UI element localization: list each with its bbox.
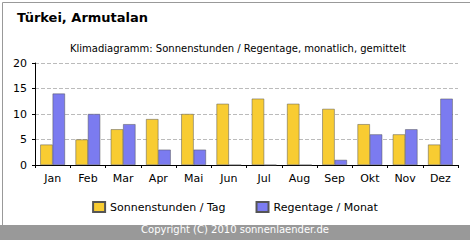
svg-text:Okt: Okt	[360, 172, 380, 185]
svg-text:Aug: Aug	[289, 172, 310, 185]
svg-text:5: 5	[20, 133, 27, 146]
svg-text:Regentage / Monat: Regentage / Monat	[274, 201, 379, 214]
svg-text:Sonnenstunden / Tag: Sonnenstunden / Tag	[110, 201, 225, 214]
svg-text:Jun: Jun	[219, 172, 237, 185]
svg-text:Sep: Sep	[324, 172, 345, 185]
svg-text:0: 0	[20, 159, 27, 172]
svg-text:20: 20	[13, 57, 27, 70]
svg-text:Apr: Apr	[149, 172, 169, 185]
svg-text:Feb: Feb	[78, 172, 97, 185]
svg-text:Klimadiagramm: Sonnenstunden /: Klimadiagramm: Sonnenstunden / Regentage…	[70, 43, 406, 54]
svg-text:Türkei, Armutalan: Türkei, Armutalan	[17, 10, 148, 25]
svg-text:Mar: Mar	[113, 172, 134, 185]
svg-text:Jul: Jul	[256, 172, 270, 185]
svg-text:Nov: Nov	[394, 172, 416, 185]
svg-text:Mai: Mai	[184, 172, 203, 185]
svg-text:10: 10	[13, 108, 27, 121]
svg-text:Jan: Jan	[43, 172, 61, 185]
svg-text:Copyright (C) 2010 sonnenlaend: Copyright (C) 2010 sonnenlaender.de	[141, 224, 329, 235]
svg-text:15: 15	[13, 82, 27, 95]
svg-text:Dez: Dez	[430, 172, 451, 185]
